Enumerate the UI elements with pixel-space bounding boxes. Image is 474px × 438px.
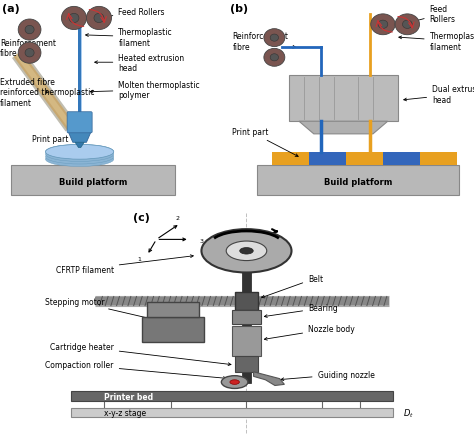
Circle shape — [94, 14, 104, 24]
Bar — [71, 408, 393, 417]
Circle shape — [240, 248, 253, 254]
Circle shape — [221, 376, 248, 389]
Text: Belt: Belt — [262, 274, 323, 298]
FancyBboxPatch shape — [147, 303, 199, 317]
Circle shape — [226, 241, 267, 261]
Text: Feed
Rollers: Feed Rollers — [406, 5, 456, 25]
Text: Thermoplastic
filament: Thermoplastic filament — [399, 32, 474, 52]
Circle shape — [230, 380, 239, 385]
Text: Molten thermoplastic
polymer: Molten thermoplastic polymer — [90, 81, 200, 100]
FancyBboxPatch shape — [142, 317, 204, 343]
Polygon shape — [299, 122, 388, 134]
Circle shape — [86, 7, 111, 31]
Circle shape — [264, 49, 285, 67]
Polygon shape — [68, 132, 91, 143]
Text: 1: 1 — [137, 256, 141, 261]
Text: Build platform: Build platform — [324, 177, 392, 186]
Ellipse shape — [46, 152, 114, 167]
Circle shape — [25, 49, 34, 58]
Bar — [420, 152, 457, 166]
Bar — [71, 391, 393, 402]
Text: x-y-z stage: x-y-z stage — [104, 409, 146, 417]
Text: Extruded fibre
reinforced thermoplastic
filament: Extruded fibre reinforced thermoplastic … — [0, 78, 94, 107]
Bar — [309, 152, 346, 166]
Text: Printer bed: Printer bed — [104, 392, 154, 401]
Ellipse shape — [46, 147, 114, 162]
FancyBboxPatch shape — [235, 356, 258, 372]
Bar — [79, 25, 81, 113]
FancyBboxPatch shape — [232, 311, 261, 324]
Circle shape — [62, 7, 86, 31]
FancyBboxPatch shape — [235, 292, 258, 311]
Bar — [242, 271, 251, 383]
Text: Thermoplastic
filament: Thermoplastic filament — [86, 28, 173, 47]
Text: Print part: Print part — [32, 134, 68, 152]
Circle shape — [264, 30, 285, 47]
Circle shape — [378, 21, 388, 29]
Circle shape — [371, 15, 395, 35]
FancyBboxPatch shape — [232, 326, 261, 356]
Text: (a): (a) — [2, 4, 20, 14]
Text: Dual extrusion
head: Dual extrusion head — [404, 85, 474, 104]
Text: Guiding nozzle: Guiding nozzle — [281, 370, 374, 381]
Circle shape — [402, 21, 412, 29]
Ellipse shape — [46, 145, 114, 160]
Circle shape — [18, 20, 41, 41]
Bar — [272, 152, 309, 166]
Text: Cartridge heater: Cartridge heater — [50, 343, 231, 366]
Text: Nozzle body: Nozzle body — [264, 324, 355, 340]
Text: (b): (b) — [230, 4, 248, 14]
Bar — [81, 25, 82, 113]
FancyBboxPatch shape — [11, 166, 175, 195]
Polygon shape — [254, 372, 284, 385]
Circle shape — [201, 230, 292, 273]
Circle shape — [270, 35, 279, 42]
Ellipse shape — [46, 145, 114, 159]
Text: Stepping motor: Stepping motor — [45, 297, 169, 324]
Text: CFRTP filament: CFRTP filament — [55, 255, 193, 274]
Circle shape — [25, 26, 34, 35]
Text: Build platform: Build platform — [59, 177, 128, 186]
Circle shape — [18, 43, 41, 64]
FancyArrowPatch shape — [18, 55, 71, 128]
Text: Reinforcement
fibre: Reinforcement fibre — [232, 32, 296, 52]
Text: Feed Rollers: Feed Rollers — [99, 8, 165, 19]
Text: 2: 2 — [175, 215, 179, 220]
FancyArrowPatch shape — [18, 55, 71, 128]
Text: Heated extrusion
head: Heated extrusion head — [95, 53, 184, 73]
Ellipse shape — [46, 150, 114, 165]
Text: Reinforcement
fibre: Reinforcement fibre — [0, 39, 56, 58]
FancyArrowPatch shape — [18, 55, 71, 128]
FancyBboxPatch shape — [289, 76, 398, 122]
Circle shape — [270, 55, 279, 62]
FancyBboxPatch shape — [257, 166, 459, 195]
Text: Bearing: Bearing — [264, 304, 338, 318]
Circle shape — [69, 14, 79, 24]
Polygon shape — [75, 143, 84, 148]
Bar — [383, 152, 420, 166]
FancyBboxPatch shape — [67, 113, 92, 134]
Text: 3: 3 — [199, 238, 203, 243]
Text: Print part: Print part — [232, 128, 298, 157]
Circle shape — [395, 15, 419, 35]
Text: (c): (c) — [133, 212, 150, 223]
Text: Compaction roller: Compaction roller — [46, 360, 226, 380]
Bar — [346, 152, 383, 166]
Text: $D_t$: $D_t$ — [403, 407, 414, 419]
